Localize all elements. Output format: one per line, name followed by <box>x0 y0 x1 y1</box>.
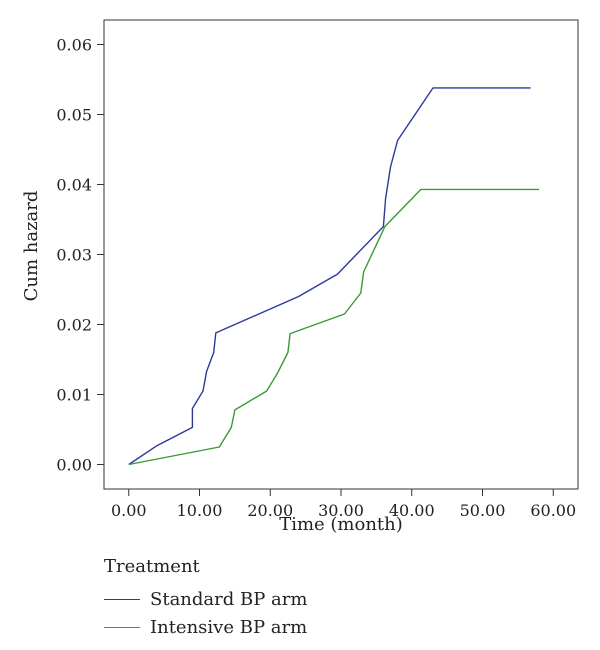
series-line-0 <box>128 87 531 466</box>
x-tick-label: 60.00 <box>530 501 576 520</box>
y-tick-label: 0.02 <box>56 316 92 335</box>
x-axis-ticks: 0.00 10.00 20.00 30.00 40.00 50.00 60.00 <box>111 489 576 520</box>
y-tick-label: 0.03 <box>56 246 92 265</box>
legend-swatch-standard <box>104 598 140 600</box>
y-tick-label: 0.01 <box>56 386 92 405</box>
x-tick-label: 40.00 <box>389 501 435 520</box>
x-tick-label: 30.00 <box>318 501 364 520</box>
x-axis-title: Time (month) <box>279 514 403 535</box>
legend-title: Treatment <box>104 556 200 577</box>
y-axis-title: Cum hazard <box>21 191 42 302</box>
y-tick-label: 0.00 <box>56 456 92 475</box>
legend-label-intensive: Intensive BP arm <box>150 616 308 638</box>
plot-frame <box>103 19 579 490</box>
legend: Treatment Standard BP arm Intensive BP a… <box>104 556 307 641</box>
x-tick-label: 20.00 <box>247 501 293 520</box>
series-layer <box>128 87 540 466</box>
legend-item-standard: Standard BP arm <box>104 585 307 613</box>
x-tick-label: 10.00 <box>177 501 223 520</box>
series-line-1 <box>128 188 540 466</box>
y-tick-label: 0.06 <box>56 36 92 55</box>
legend-swatch-intensive <box>104 626 140 628</box>
x-tick-label: 50.00 <box>460 501 506 520</box>
y-tick-label: 0.04 <box>56 176 92 195</box>
y-axis-ticks: 0.00 0.01 0.02 0.03 0.04 0.05 0.06 <box>56 36 104 475</box>
legend-item-intensive: Intensive BP arm <box>104 613 307 641</box>
legend-label-standard: Standard BP arm <box>150 588 308 610</box>
y-tick-label: 0.05 <box>56 106 92 125</box>
x-tick-label: 0.00 <box>111 501 147 520</box>
